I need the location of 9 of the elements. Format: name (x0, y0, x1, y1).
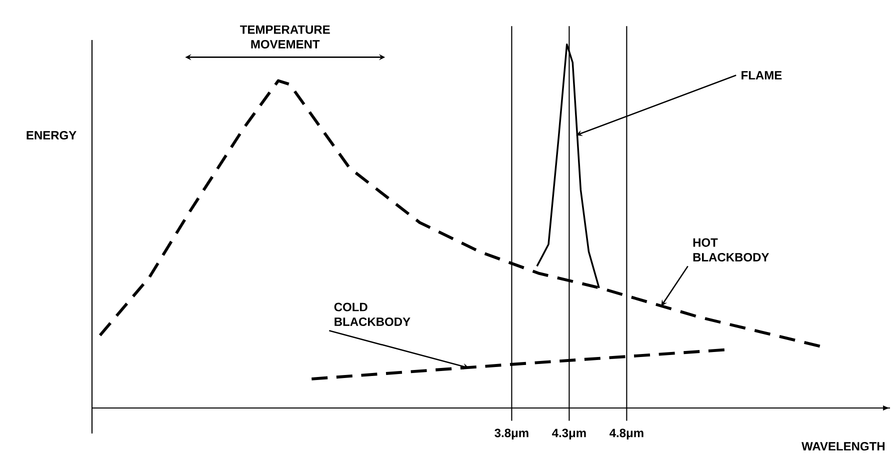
annotation: TEMPERATURE MOVEMENT (240, 25, 330, 48)
y-axis-title: ENERGY (26, 131, 76, 140)
annotation: FLAME (742, 71, 782, 80)
annotation: HOT BLACKBODY (693, 238, 770, 262)
annotation: COLD BLACKBODY (334, 302, 410, 326)
x-tick-label: 4.3μm (552, 428, 586, 440)
x-tick-label: 4.8μm (610, 428, 644, 440)
x-axis-title: WAVELENGTH (802, 442, 884, 451)
x-tick-label: 3.8μm (494, 428, 528, 440)
